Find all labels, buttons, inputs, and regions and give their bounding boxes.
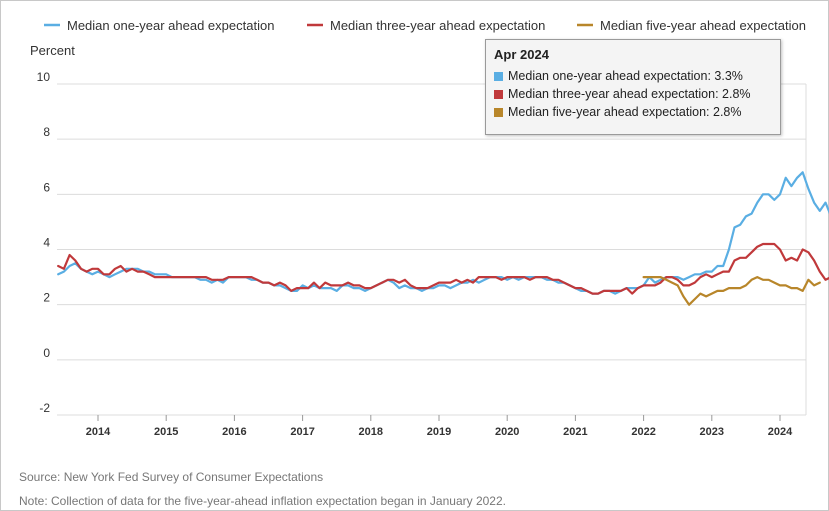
tooltip-text-five-year: Median five-year ahead expectation: 2.8% [508, 105, 742, 119]
y-tick-label: 8 [43, 125, 50, 139]
x-tick-label: 2017 [290, 426, 314, 438]
y-tick-label: 0 [43, 346, 50, 360]
tooltip-row-three-year: Median three-year ahead expectation: 2.8… [494, 85, 772, 103]
x-tick-label: 2021 [563, 426, 587, 438]
x-tick-label: 2023 [700, 426, 724, 438]
y-tick-label: 6 [43, 180, 50, 194]
x-tick-label: 2020 [495, 426, 519, 438]
series-lines [57, 171, 829, 306]
footnote: Note: Collection of data for the five-ye… [19, 494, 506, 508]
series-line-0[interactable] [57, 171, 829, 295]
legend-item-label[interactable]: Median three-year ahead expectation [330, 18, 545, 33]
x-tick-label: 2016 [222, 426, 246, 438]
x-tick-label: 2022 [631, 426, 655, 438]
x-tick-label: 2019 [427, 426, 451, 438]
y-tick-label: 10 [37, 70, 51, 84]
series-line-1[interactable] [57, 242, 829, 295]
x-tick-label: 2015 [154, 426, 178, 438]
x-tick-label: 2014 [86, 426, 111, 438]
y-tick-label: 4 [43, 236, 50, 250]
tooltip-text-three-year: Median three-year ahead expectation: 2.8… [508, 87, 751, 101]
y-axis-unit-label: Percent [30, 43, 75, 58]
gridlines [57, 83, 807, 416]
tooltip-title: Apr 2024 [494, 47, 549, 62]
series-line-2[interactable] [642, 276, 821, 306]
legend: Median one-year ahead expectation Median … [44, 18, 806, 33]
source-note: Source: New York Fed Survey of Consumer … [19, 470, 324, 484]
x-axis: 2014 2015 2016 2017 2018 2019 2020 2021 2022 2023… [86, 415, 793, 438]
tooltip-row-five-year: Median five-year ahead expectation: 2.8% [494, 103, 772, 121]
tooltip-row-one-year: Median one-year ahead expectation: 3.3% [494, 67, 772, 85]
tooltip-text-one-year: Median one-year ahead expectation: 3.3% [508, 69, 743, 83]
y-tick-label: -2 [39, 401, 50, 415]
tooltip-swatch-five-year [494, 107, 503, 117]
hover-tooltip: Apr 2024 Median one-year ahead expectati… [485, 39, 781, 135]
tooltip-swatch-three-year [494, 89, 503, 99]
y-axis: -2 0 2 4 6 8 10 [37, 70, 51, 415]
x-tick-label: 2024 [768, 426, 793, 438]
legend-item-label[interactable]: Median five-year ahead expectation [600, 18, 806, 33]
x-tick-label: 2018 [359, 426, 383, 438]
legend-item-label[interactable]: Median one-year ahead expectation [67, 18, 274, 33]
y-tick-label: 2 [43, 291, 50, 305]
tooltip-swatch-one-year [494, 71, 503, 81]
